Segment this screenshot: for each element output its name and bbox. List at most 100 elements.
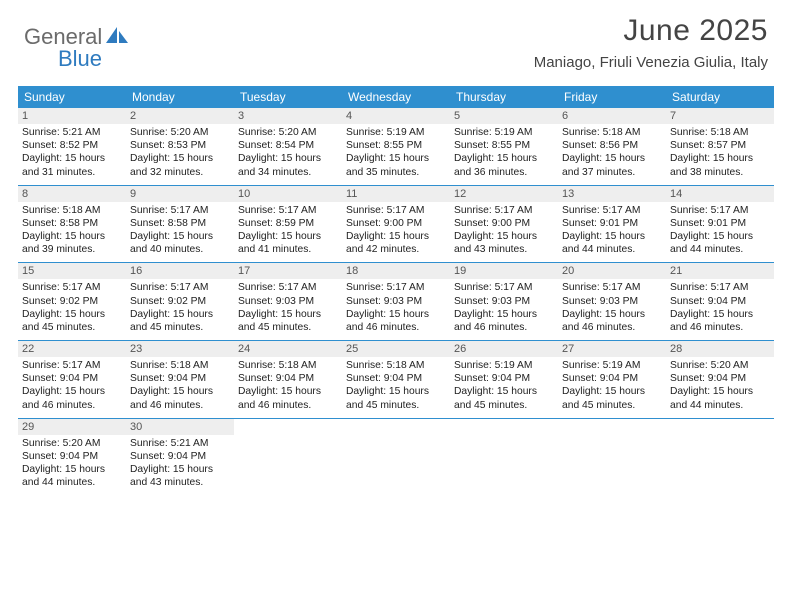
sunset-line: Sunset: 9:04 PM (130, 450, 230, 463)
day-cell: 8Sunrise: 5:18 AMSunset: 8:58 PMDaylight… (18, 186, 126, 263)
sunset-line: Sunset: 9:01 PM (670, 217, 770, 230)
sunrise-line: Sunrise: 5:17 AM (238, 204, 338, 217)
day-details: Sunrise: 5:18 AMSunset: 9:04 PMDaylight:… (126, 357, 234, 418)
sunset-line: Sunset: 9:04 PM (130, 372, 230, 385)
sunrise-line: Sunrise: 5:17 AM (238, 281, 338, 294)
day-number: 1 (18, 108, 126, 124)
day-details: Sunrise: 5:18 AMSunset: 8:57 PMDaylight:… (666, 124, 774, 185)
day-details: Sunrise: 5:17 AMSunset: 9:00 PMDaylight:… (342, 202, 450, 263)
sunrise-line: Sunrise: 5:19 AM (562, 359, 662, 372)
day-details: Sunrise: 5:17 AMSunset: 9:01 PMDaylight:… (558, 202, 666, 263)
day-details: Sunrise: 5:17 AMSunset: 9:04 PMDaylight:… (18, 357, 126, 418)
day-cell: 3Sunrise: 5:20 AMSunset: 8:54 PMDaylight… (234, 108, 342, 185)
day-details: Sunrise: 5:19 AMSunset: 9:04 PMDaylight:… (450, 357, 558, 418)
sunset-line: Sunset: 9:04 PM (22, 372, 122, 385)
daylight-line: Daylight: 15 hours and 44 minutes. (670, 385, 770, 411)
daylight-line: Daylight: 15 hours and 45 minutes. (238, 308, 338, 334)
logo-text-blue: Blue (58, 46, 102, 71)
sunrise-line: Sunrise: 5:18 AM (562, 126, 662, 139)
logo: General Blue (24, 24, 128, 50)
day-cell: 19Sunrise: 5:17 AMSunset: 9:03 PMDayligh… (450, 263, 558, 340)
sunset-line: Sunset: 8:58 PM (22, 217, 122, 230)
sunset-line: Sunset: 8:55 PM (454, 139, 554, 152)
day-details: Sunrise: 5:17 AMSunset: 9:02 PMDaylight:… (18, 279, 126, 340)
sunrise-line: Sunrise: 5:18 AM (130, 359, 230, 372)
daylight-line: Daylight: 15 hours and 43 minutes. (454, 230, 554, 256)
day-number: 8 (18, 186, 126, 202)
dow-friday: Friday (558, 86, 666, 108)
sunrise-line: Sunrise: 5:17 AM (346, 204, 446, 217)
dow-saturday: Saturday (666, 86, 774, 108)
day-number: 13 (558, 186, 666, 202)
sunrise-line: Sunrise: 5:17 AM (130, 204, 230, 217)
day-cell: 1Sunrise: 5:21 AMSunset: 8:52 PMDaylight… (18, 108, 126, 185)
sunrise-line: Sunrise: 5:20 AM (238, 126, 338, 139)
daylight-line: Daylight: 15 hours and 46 minutes. (346, 308, 446, 334)
day-cell: 21Sunrise: 5:17 AMSunset: 9:04 PMDayligh… (666, 263, 774, 340)
sunrise-line: Sunrise: 5:17 AM (454, 281, 554, 294)
day-number: 2 (126, 108, 234, 124)
sunset-line: Sunset: 8:54 PM (238, 139, 338, 152)
day-cell: 25Sunrise: 5:18 AMSunset: 9:04 PMDayligh… (342, 341, 450, 418)
daylight-line: Daylight: 15 hours and 39 minutes. (22, 230, 122, 256)
sunrise-line: Sunrise: 5:19 AM (346, 126, 446, 139)
day-cell: 18Sunrise: 5:17 AMSunset: 9:03 PMDayligh… (342, 263, 450, 340)
day-number: 14 (666, 186, 774, 202)
day-cell: 20Sunrise: 5:17 AMSunset: 9:03 PMDayligh… (558, 263, 666, 340)
day-cell: 24Sunrise: 5:18 AMSunset: 9:04 PMDayligh… (234, 341, 342, 418)
daylight-line: Daylight: 15 hours and 45 minutes. (454, 385, 554, 411)
day-of-week-header: Sunday Monday Tuesday Wednesday Thursday… (18, 86, 774, 108)
day-cell: 14Sunrise: 5:17 AMSunset: 9:01 PMDayligh… (666, 186, 774, 263)
sunset-line: Sunset: 9:04 PM (238, 372, 338, 385)
day-details: Sunrise: 5:20 AMSunset: 8:54 PMDaylight:… (234, 124, 342, 185)
sunrise-line: Sunrise: 5:17 AM (562, 281, 662, 294)
day-number: 16 (126, 263, 234, 279)
daylight-line: Daylight: 15 hours and 45 minutes. (562, 385, 662, 411)
day-cell: 4Sunrise: 5:19 AMSunset: 8:55 PMDaylight… (342, 108, 450, 185)
day-cell (450, 419, 558, 496)
sunset-line: Sunset: 9:02 PM (22, 295, 122, 308)
daylight-line: Daylight: 15 hours and 31 minutes. (22, 152, 122, 178)
daylight-line: Daylight: 15 hours and 45 minutes. (130, 308, 230, 334)
sunset-line: Sunset: 9:04 PM (454, 372, 554, 385)
sunrise-line: Sunrise: 5:18 AM (22, 204, 122, 217)
week-row: 8Sunrise: 5:18 AMSunset: 8:58 PMDaylight… (18, 186, 774, 264)
sunset-line: Sunset: 8:58 PM (130, 217, 230, 230)
sunset-line: Sunset: 8:57 PM (670, 139, 770, 152)
sunset-line: Sunset: 9:03 PM (454, 295, 554, 308)
sunset-line: Sunset: 9:03 PM (238, 295, 338, 308)
sunset-line: Sunset: 9:04 PM (22, 450, 122, 463)
day-details: Sunrise: 5:20 AMSunset: 9:04 PMDaylight:… (18, 435, 126, 496)
day-details: Sunrise: 5:20 AMSunset: 8:53 PMDaylight:… (126, 124, 234, 185)
sunset-line: Sunset: 8:55 PM (346, 139, 446, 152)
day-number: 9 (126, 186, 234, 202)
daylight-line: Daylight: 15 hours and 46 minutes. (22, 385, 122, 411)
title-block: June 2025 Maniago, Friuli Venezia Giulia… (534, 14, 768, 71)
day-cell (666, 419, 774, 496)
day-details: Sunrise: 5:18 AMSunset: 8:56 PMDaylight:… (558, 124, 666, 185)
sunrise-line: Sunrise: 5:17 AM (670, 204, 770, 217)
logo-sail-icon (106, 25, 128, 50)
sunrise-line: Sunrise: 5:19 AM (454, 126, 554, 139)
sunrise-line: Sunrise: 5:18 AM (346, 359, 446, 372)
daylight-line: Daylight: 15 hours and 45 minutes. (22, 308, 122, 334)
sunrise-line: Sunrise: 5:18 AM (238, 359, 338, 372)
day-details: Sunrise: 5:18 AMSunset: 8:58 PMDaylight:… (18, 202, 126, 263)
day-number: 19 (450, 263, 558, 279)
sunrise-line: Sunrise: 5:18 AM (670, 126, 770, 139)
location-text: Maniago, Friuli Venezia Giulia, Italy (534, 54, 768, 71)
day-cell (558, 419, 666, 496)
day-cell: 28Sunrise: 5:20 AMSunset: 9:04 PMDayligh… (666, 341, 774, 418)
sunrise-line: Sunrise: 5:17 AM (22, 281, 122, 294)
day-cell: 29Sunrise: 5:20 AMSunset: 9:04 PMDayligh… (18, 419, 126, 496)
day-number: 27 (558, 341, 666, 357)
sunrise-line: Sunrise: 5:17 AM (130, 281, 230, 294)
daylight-line: Daylight: 15 hours and 45 minutes. (346, 385, 446, 411)
daylight-line: Daylight: 15 hours and 41 minutes. (238, 230, 338, 256)
day-details: Sunrise: 5:17 AMSunset: 9:04 PMDaylight:… (666, 279, 774, 340)
week-row: 15Sunrise: 5:17 AMSunset: 9:02 PMDayligh… (18, 263, 774, 341)
day-cell: 17Sunrise: 5:17 AMSunset: 9:03 PMDayligh… (234, 263, 342, 340)
daylight-line: Daylight: 15 hours and 44 minutes. (22, 463, 122, 489)
daylight-line: Daylight: 15 hours and 42 minutes. (346, 230, 446, 256)
daylight-line: Daylight: 15 hours and 38 minutes. (670, 152, 770, 178)
